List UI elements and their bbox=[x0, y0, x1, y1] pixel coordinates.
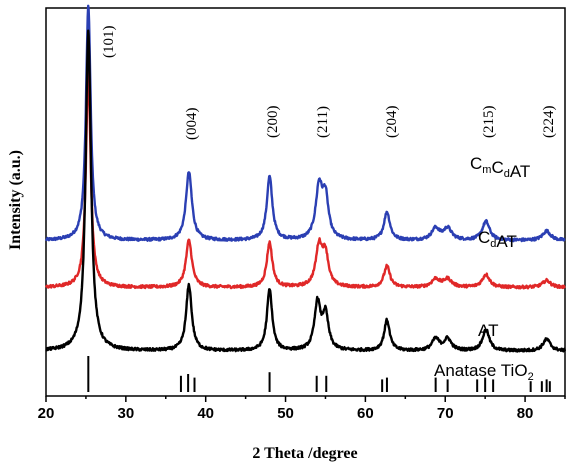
plot-frame bbox=[45, 7, 566, 397]
x-tick-label: 70 bbox=[437, 405, 454, 422]
series-line-cdat bbox=[44, 70, 566, 290]
peak-label: (215) bbox=[481, 106, 497, 139]
x-tick-label: 40 bbox=[197, 405, 214, 422]
reference-lines bbox=[87, 356, 551, 392]
series-line-at bbox=[45, 29, 566, 353]
x-tick-label: 50 bbox=[277, 405, 294, 422]
peak-label: (101) bbox=[101, 26, 117, 59]
peak-label: (211) bbox=[315, 106, 331, 138]
x-axis-title: 2 Theta /degree bbox=[252, 445, 357, 462]
y-axis-title: Intensity (a.u.) bbox=[7, 150, 24, 250]
peak-label: (224) bbox=[541, 106, 557, 139]
series-label-cdat: CdAT bbox=[478, 228, 517, 251]
peak-label: (204) bbox=[384, 106, 400, 139]
series-label-at: AT bbox=[478, 321, 498, 340]
x-tick-label: 30 bbox=[118, 405, 135, 422]
peak-label: (004) bbox=[184, 108, 200, 141]
series-line-cmcdat bbox=[44, 4, 566, 243]
series-labels: CmCdAT CdAT AT Anatase TiO2 bbox=[434, 154, 534, 383]
series-label-cmcdat: CmCdAT bbox=[470, 154, 530, 181]
x-tick-label: 60 bbox=[357, 405, 374, 422]
x-axis-ticks bbox=[45, 396, 566, 402]
x-axis-tick-labels: 20 30 40 50 60 70 80 bbox=[38, 405, 534, 422]
series-layer bbox=[44, 4, 566, 353]
x-tick-label: 20 bbox=[38, 405, 55, 422]
peak-label: (200) bbox=[265, 106, 281, 139]
reference-label: Anatase TiO2 bbox=[434, 361, 534, 383]
x-tick-label: 80 bbox=[517, 405, 534, 422]
peak-labels: (101) (004) (200) (211) (204) (215) (224) bbox=[101, 26, 557, 141]
